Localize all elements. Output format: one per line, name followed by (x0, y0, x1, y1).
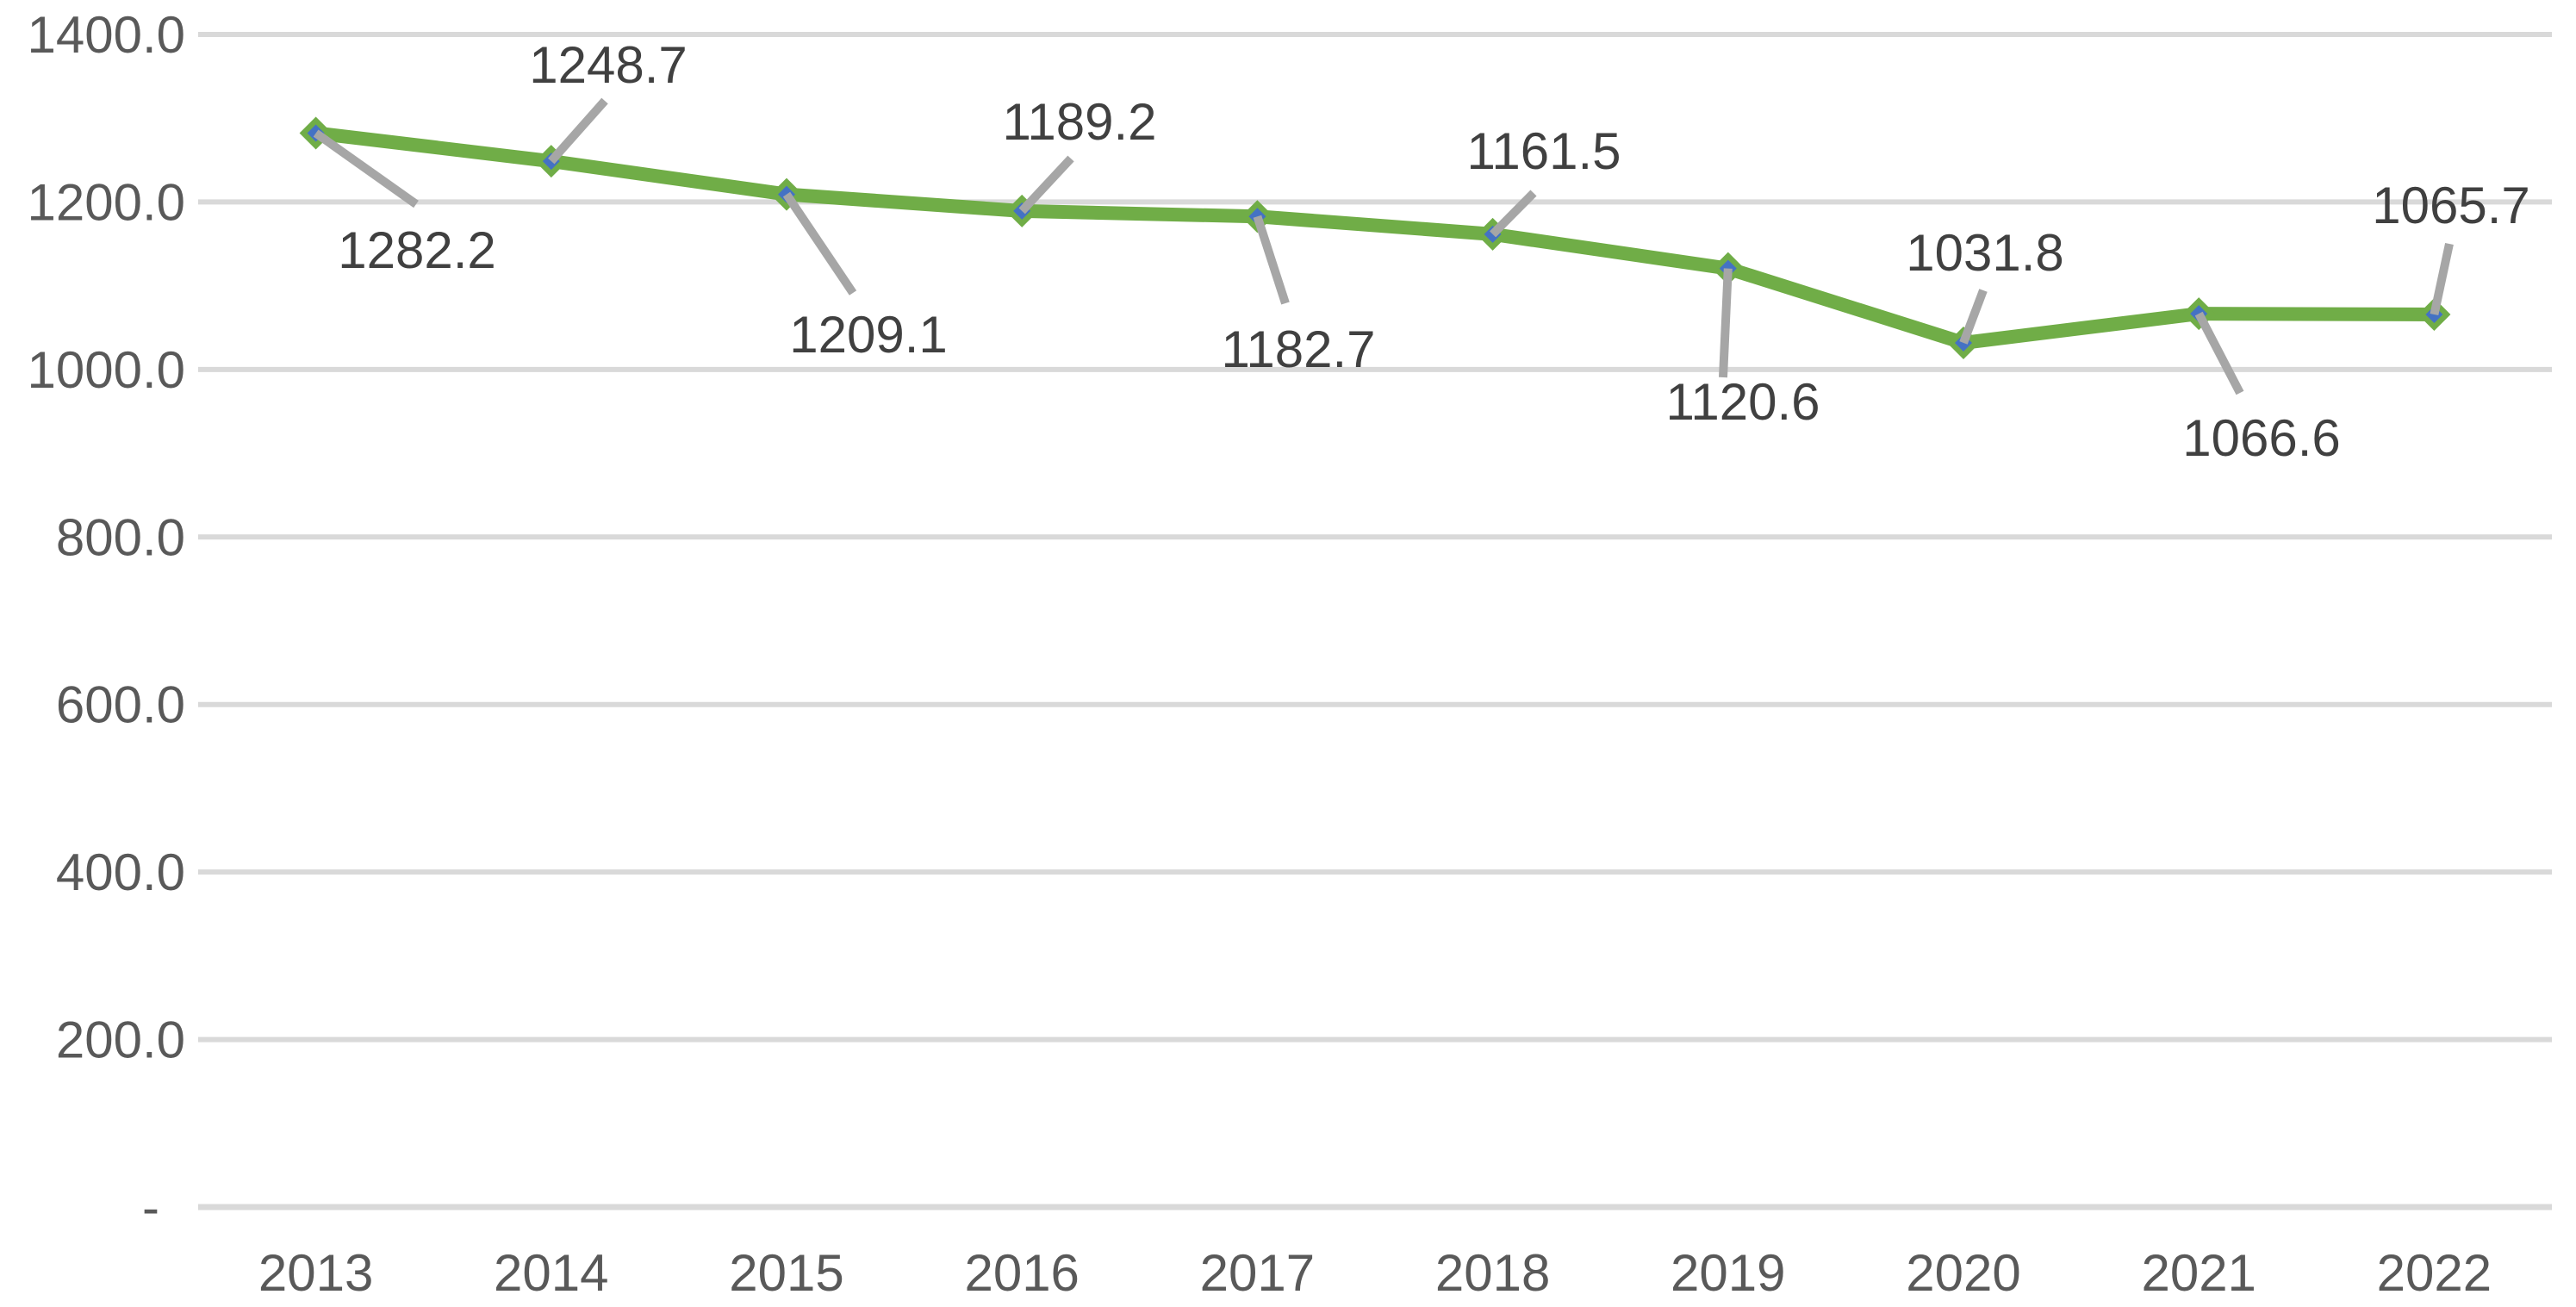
data-label: 1161.5 (1466, 122, 1621, 180)
data-label: 1282.2 (338, 221, 496, 279)
data-label-leader-line (313, 129, 419, 208)
data-label-leader-line (2430, 242, 2454, 316)
y-axis-tick-label: 1000.0 (27, 341, 185, 399)
data-label-leader-line (782, 191, 857, 296)
data-label: 1189.2 (1002, 93, 1156, 151)
data-label-leader-line (1018, 155, 1074, 215)
y-axis-tick-label: 1200.0 (27, 173, 185, 231)
y-axis-tick-label: 800.0 (56, 508, 185, 566)
y-axis-tick-label: 1400.0 (27, 6, 185, 64)
data-label-leader-line (548, 97, 608, 165)
y-axis-tick-label: - (142, 1179, 159, 1236)
x-axis-tick-label: 2017 (1200, 1244, 1315, 1302)
data-label: 1209.1 (789, 306, 948, 364)
y-axis-tick-label: 200.0 (56, 1011, 185, 1069)
data-label-leader-line (2194, 311, 2244, 395)
data-label: 1065.7 (2372, 177, 2530, 234)
data-label-leader-line (1253, 215, 1290, 305)
x-axis-tick-label: 2013 (258, 1244, 373, 1302)
data-label-leader-line (1959, 289, 1988, 345)
x-axis-tick-label: 2020 (1906, 1244, 2020, 1302)
y-axis-tick-label: 600.0 (56, 676, 185, 734)
x-axis-tick-label: 2015 (729, 1244, 843, 1302)
data-label-leader-line (1719, 268, 1733, 378)
x-axis-tick-label: 2018 (1435, 1244, 1550, 1302)
x-axis-tick-label: 2014 (494, 1244, 608, 1302)
data-label: 1066.6 (2182, 409, 2341, 467)
x-axis-tick-label: 2021 (2141, 1244, 2256, 1302)
x-axis-tick-label: 2019 (1671, 1244, 1785, 1302)
data-label-leader-line (1490, 190, 1537, 238)
y-axis-tick-label: 400.0 (56, 843, 185, 901)
data-label: 1120.6 (1665, 373, 1820, 431)
x-axis-tick-label: 2022 (2377, 1244, 2492, 1302)
data-label: 1182.7 (1221, 321, 1375, 378)
data-label: 1031.8 (1906, 224, 2064, 282)
x-axis-tick-label: 2016 (964, 1244, 1079, 1302)
series-line (308, 126, 2442, 350)
data-label: 1248.7 (529, 36, 688, 94)
